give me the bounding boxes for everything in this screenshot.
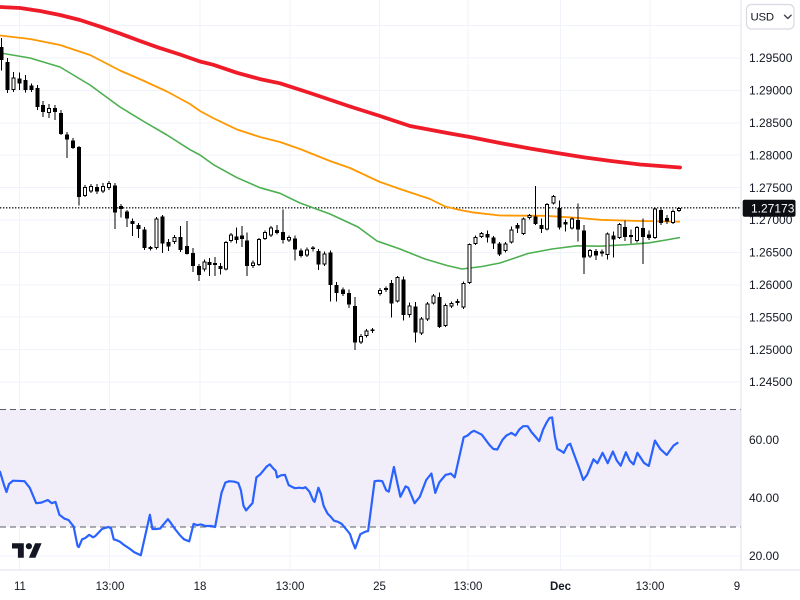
svg-text:1.26000: 1.26000: [749, 278, 793, 292]
svg-text:18: 18: [194, 581, 207, 593]
svg-text:40.00: 40.00: [749, 491, 779, 505]
svg-text:1.27500: 1.27500: [749, 181, 793, 195]
svg-text:9: 9: [734, 581, 740, 593]
svg-text:1.25000: 1.25000: [749, 343, 793, 357]
svg-text:1.27173: 1.27173: [751, 202, 795, 216]
svg-text:1.28500: 1.28500: [749, 116, 793, 130]
svg-text:1.24500: 1.24500: [749, 375, 793, 389]
svg-text:1.28000: 1.28000: [749, 148, 793, 162]
svg-text:1.25500: 1.25500: [749, 310, 793, 324]
svg-text:13:00: 13:00: [96, 581, 125, 593]
svg-text:USD: USD: [751, 12, 774, 24]
svg-text:Dec: Dec: [550, 581, 572, 593]
svg-text:1.29000: 1.29000: [749, 84, 793, 98]
svg-text:1.26500: 1.26500: [749, 246, 793, 260]
svg-text:11: 11: [14, 581, 26, 593]
svg-text:20.00: 20.00: [749, 549, 779, 563]
svg-text:60.00: 60.00: [749, 433, 779, 447]
svg-text:13:00: 13:00: [276, 581, 305, 593]
svg-text:1.29500: 1.29500: [749, 51, 793, 65]
svg-text:13:00: 13:00: [454, 581, 483, 593]
svg-text:13:00: 13:00: [636, 581, 665, 593]
svg-text:25: 25: [373, 581, 386, 593]
